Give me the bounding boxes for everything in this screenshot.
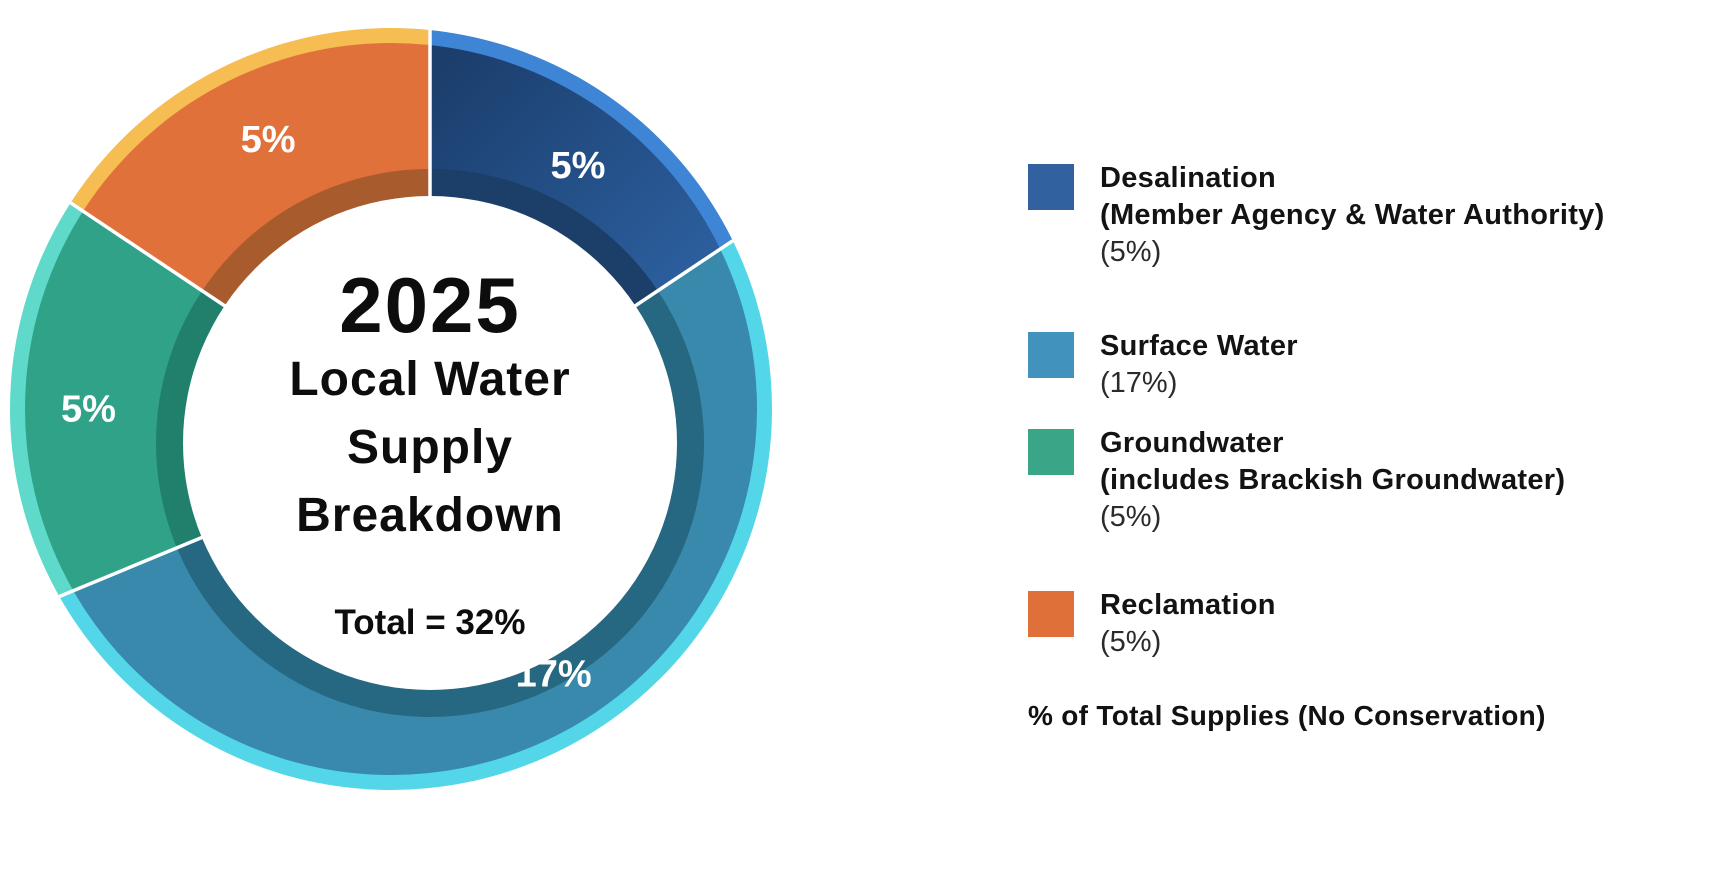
legend-text: Desalination (Member Agency & Water Autho… xyxy=(1100,160,1668,271)
center-title-line: Breakdown xyxy=(296,489,564,542)
legend-item-groundwater: Groundwater (includes Brackish Groundwate… xyxy=(1028,425,1668,536)
center-total: Total = 32% xyxy=(334,603,526,642)
legend-title-line: Surface Water xyxy=(1100,330,1298,362)
legend-value: (17%) xyxy=(1100,367,1178,399)
center-year: 2025 xyxy=(339,261,521,349)
slice-label-desalination: 5% xyxy=(551,145,606,187)
legend-value: (5%) xyxy=(1100,626,1162,658)
slice-label-reclamation: 5% xyxy=(241,119,296,161)
donut-chart: 5% 17% 5% 5% xyxy=(10,28,772,790)
donut-hole xyxy=(183,196,677,690)
legend-value: (5%) xyxy=(1100,501,1162,533)
footnote: % of Total Supplies (No Conservation) xyxy=(1028,700,1546,731)
slice-label-surface-water: 17% xyxy=(516,653,592,695)
legend-item-desalination: Desalination (Member Agency & Water Autho… xyxy=(1028,160,1668,271)
legend-title-line: Reclamation xyxy=(1100,589,1276,621)
legend-title-line: Desalination xyxy=(1100,162,1277,194)
legend-text: Reclamation (5%) xyxy=(1100,587,1668,661)
center-title-line: Local Water xyxy=(289,353,571,406)
legend-item-surface-water: Surface Water (17%) xyxy=(1028,328,1668,402)
slice-separator xyxy=(631,239,734,310)
legend-item-reclamation: Reclamation (5%) xyxy=(1028,587,1668,661)
legend-swatch-reclamation xyxy=(1028,591,1074,637)
legend-swatch-groundwater xyxy=(1028,429,1074,475)
legend-value: (5%) xyxy=(1100,236,1162,268)
legend-text: Groundwater (includes Brackish Groundwate… xyxy=(1100,425,1668,536)
legend-title-line: Groundwater xyxy=(1100,427,1284,459)
center-title-line: Supply xyxy=(346,421,513,474)
slice-separator xyxy=(58,534,207,599)
legend-title-line: (Member Agency & Water Authority) xyxy=(1100,199,1605,231)
legend-text: Surface Water (17%) xyxy=(1100,328,1668,402)
legend-title-line: (includes Brackish Groundwater) xyxy=(1100,464,1566,496)
donut-center-label: 2025 Local Water Supply Breakdown Total … xyxy=(190,264,670,644)
legend-swatch-surface-water xyxy=(1028,332,1074,378)
slice-label-groundwater: 5% xyxy=(61,388,116,430)
slice-separator xyxy=(69,201,229,310)
legend-swatch-desalination xyxy=(1028,164,1074,210)
